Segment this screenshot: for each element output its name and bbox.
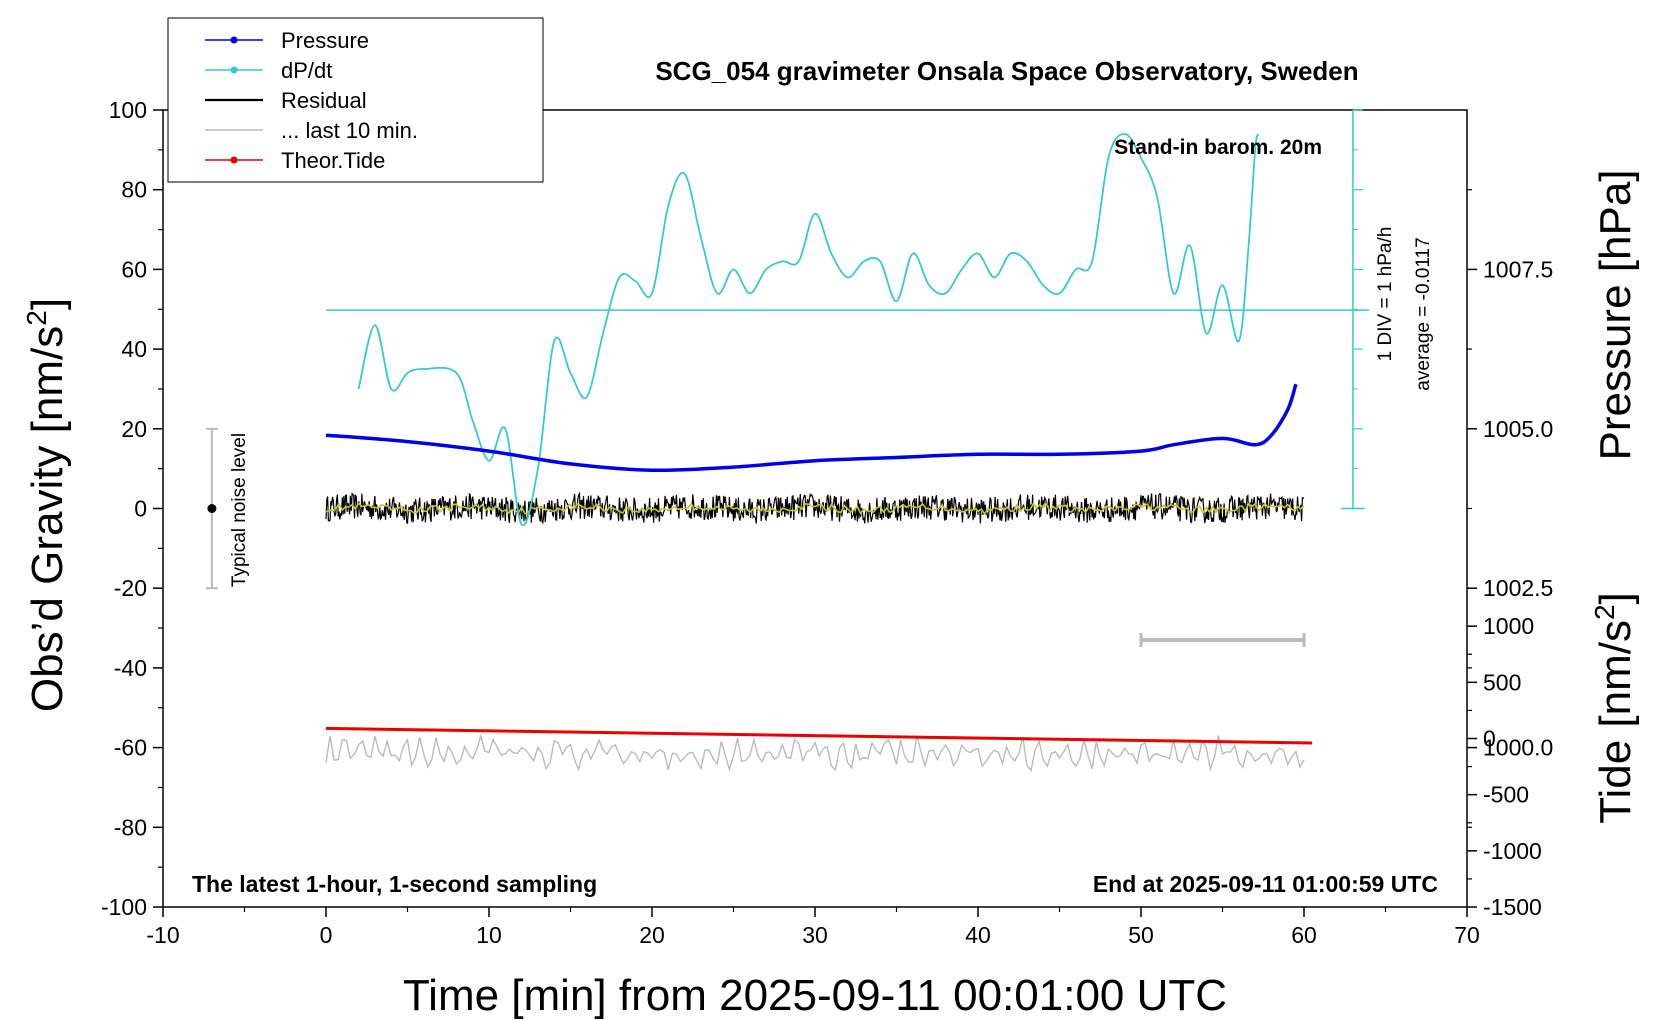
tide-tick-label: 0	[1483, 726, 1496, 752]
last-10-min-line	[325, 733, 1305, 773]
x-tick-label: 20	[639, 922, 665, 948]
tide-label-end: ]	[1591, 592, 1640, 604]
legend-label: Theor.Tide	[281, 148, 385, 173]
residual-smoothed-line	[325, 501, 1305, 515]
series-layer	[205, 109, 1370, 773]
pressure-line	[325, 383, 1298, 473]
tide-tick-label: -1500	[1483, 894, 1542, 920]
y-tick-label: -40	[114, 655, 147, 681]
dpdt-line	[357, 132, 1260, 527]
sampling-note: The latest 1-hour, 1-second sampling	[192, 871, 597, 897]
x-tick-label: 30	[802, 922, 828, 948]
tide-tick-label: -500	[1483, 782, 1529, 808]
residual-line	[325, 491, 1305, 525]
legend-label: Pressure	[281, 28, 369, 53]
y-tick-label: 20	[121, 416, 147, 442]
gravity-label-main: Obs’d Gravity [nm/s	[23, 326, 72, 712]
end-time-note: End at 2025-09-11 01:00:59 UTC	[1093, 871, 1438, 897]
y-axis-label-gravity: Obs’d Gravity [nm/s2]	[21, 298, 72, 712]
y-tick-label: 100	[109, 97, 147, 123]
legend-swatch-marker	[230, 66, 238, 74]
y-tick-label: -100	[101, 894, 147, 920]
tide-tick-label: 500	[1483, 669, 1521, 695]
gravity-label-end: ]	[23, 298, 72, 310]
tide-tick-label: 1000	[1483, 613, 1534, 639]
gravity-label-sup: 2	[21, 310, 52, 326]
chart-title: SCG_054 gravimeter Onsala Space Observat…	[655, 56, 1358, 86]
y-axis-label-pressure: Pressure [hPa]	[1591, 169, 1640, 460]
x-tick-label: -10	[146, 922, 179, 948]
axes: -10 0 10 20 30 40 50 60 70-100-80-60-40-20020406…	[101, 97, 1553, 948]
pressure-tick-label: 1005.0	[1483, 416, 1553, 442]
x-tick-label: 10	[476, 922, 502, 948]
y-tick-label: -20	[114, 575, 147, 601]
y-tick-label: 80	[121, 177, 147, 203]
pressure-tick-label: 1002.5	[1483, 575, 1553, 601]
legend-swatch-marker	[230, 36, 238, 44]
legend-label: Residual	[281, 88, 367, 113]
theor-tide-line	[325, 726, 1313, 745]
x-tick-label: 0	[320, 922, 333, 948]
legend-label: dP/dt	[281, 58, 332, 83]
y-tick-label: 40	[121, 336, 147, 362]
y-tick-label: 0	[134, 496, 147, 522]
legend: Pressure dP/dt Residual ... last 10 min. The…	[167, 17, 544, 183]
noise-level-note: Typical noise level	[229, 433, 250, 587]
legend-swatch-marker	[230, 156, 238, 164]
x-tick-label: 50	[1128, 922, 1154, 948]
div-scale-note: 1 DIV = 1 hPa/h	[1375, 227, 1396, 362]
tide-label-sup: 2	[1589, 604, 1620, 620]
legend-label: ... last 10 min.	[281, 118, 418, 143]
annotations: SCG_054 gravimeter Onsala Space Observat…	[21, 56, 1640, 1020]
x-tick-label: 60	[1291, 922, 1317, 948]
pressure-tick-label: 1000.0	[1483, 735, 1553, 761]
x-axis-label: Time [min] from 2025-09-11 00:01:00 UTC	[403, 971, 1227, 1020]
tide-tick-label: -1000	[1483, 838, 1542, 864]
x-tick-label: 70	[1454, 922, 1480, 948]
y-tick-label: -80	[114, 814, 147, 840]
average-note: average = -0.0117	[1413, 237, 1434, 390]
barometer-note: Stand-in barom. 20m	[1114, 136, 1322, 159]
tide-label-main: Tide [nm/s	[1591, 620, 1640, 824]
y-tick-label: 60	[121, 256, 147, 282]
x-tick-label: 40	[965, 922, 991, 948]
y-axis-label-tide: Tide [nm/s2]	[1589, 592, 1640, 824]
y-tick-label: -60	[114, 735, 147, 761]
pressure-tick-label: 1007.5	[1483, 256, 1553, 282]
noise-bar-center-dot	[207, 504, 217, 513]
